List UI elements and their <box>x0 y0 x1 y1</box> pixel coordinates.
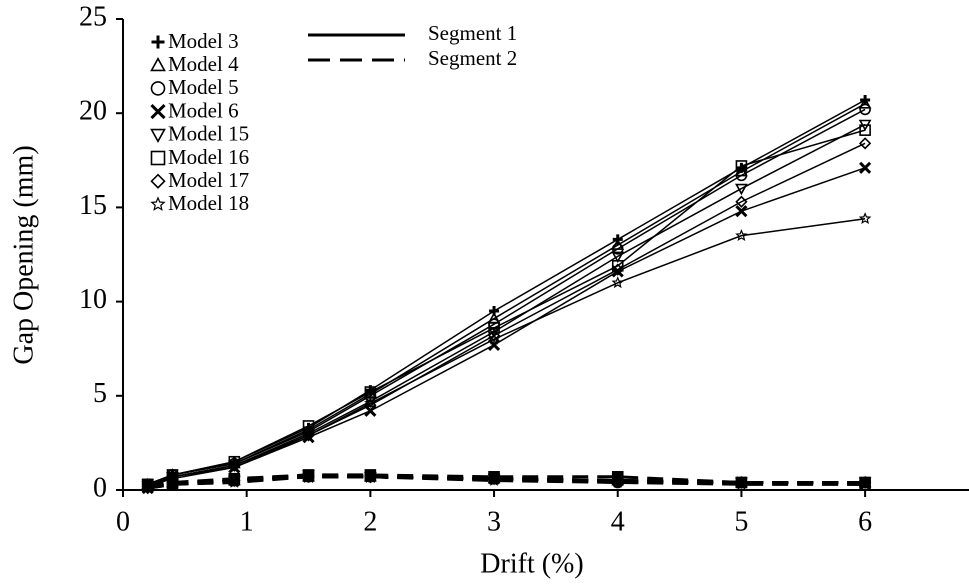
point <box>611 475 624 488</box>
point <box>302 470 315 483</box>
y-tick-label: 15 <box>79 190 107 221</box>
point <box>735 183 748 196</box>
series-line <box>147 475 866 490</box>
x-tick-label: 4 <box>611 506 625 537</box>
x-tick-label: 0 <box>116 506 130 537</box>
point <box>166 477 179 490</box>
x-tick-label: 6 <box>858 506 872 537</box>
point <box>611 263 624 276</box>
series-line <box>147 129 866 486</box>
y-tick-label: 20 <box>79 96 107 127</box>
legend-label: Model 15 <box>168 122 249 146</box>
point <box>859 161 872 174</box>
point <box>735 195 748 208</box>
x-tick-label: 1 <box>240 506 254 537</box>
point <box>302 428 315 441</box>
legend-marker <box>150 57 166 72</box>
legend-label: Model 17 <box>168 168 249 192</box>
point <box>735 160 748 172</box>
point <box>364 470 377 483</box>
point <box>735 229 748 241</box>
legend-label: Model 16 <box>168 145 249 169</box>
point <box>611 260 624 272</box>
x-tick-label: 3 <box>487 506 501 537</box>
legend-label: Model 5 <box>168 75 239 99</box>
point <box>228 475 241 488</box>
legend-label: Model 3 <box>168 29 239 53</box>
legend-marker <box>150 196 166 211</box>
point <box>859 103 871 116</box>
point <box>228 459 241 472</box>
series-line <box>147 217 866 487</box>
legend-marker <box>150 128 166 143</box>
point <box>859 124 871 136</box>
series-line <box>147 108 866 486</box>
point <box>487 474 501 486</box>
legend-marker <box>150 150 166 166</box>
x-axis-title: Drift (%) <box>480 548 583 579</box>
series-line <box>147 142 866 487</box>
point <box>858 477 872 490</box>
point <box>735 477 748 490</box>
series-line <box>147 167 866 487</box>
point <box>611 251 625 264</box>
legend-marker <box>150 81 166 96</box>
y-tick-label: 25 <box>79 1 107 32</box>
legend-marker <box>150 104 166 120</box>
legend-marker <box>150 173 166 189</box>
point <box>858 97 872 109</box>
point <box>735 205 748 218</box>
point <box>487 329 501 342</box>
x-tick-label: 2 <box>363 506 377 537</box>
legend-label: Model 4 <box>168 52 239 76</box>
point <box>487 332 501 345</box>
y-tick-label: 5 <box>93 378 107 409</box>
legend-label: Model 6 <box>168 98 239 122</box>
point <box>858 137 872 150</box>
point <box>611 276 624 289</box>
point <box>611 243 624 255</box>
x-tick-label: 5 <box>734 506 748 537</box>
series-line <box>147 99 866 486</box>
point <box>364 396 377 409</box>
point <box>858 212 872 225</box>
y-axis-title: Gap Opening (mm) <box>8 145 39 364</box>
y-tick-label: 0 <box>93 472 107 503</box>
series-line <box>147 475 866 490</box>
y-tick-label: 10 <box>79 284 107 315</box>
point <box>228 460 241 473</box>
legend-marker <box>151 35 165 49</box>
legend-label: Model 18 <box>168 191 249 215</box>
point <box>141 481 154 494</box>
legend-label: Segment 1 <box>428 21 517 45</box>
legend-label: Segment 2 <box>428 46 517 70</box>
